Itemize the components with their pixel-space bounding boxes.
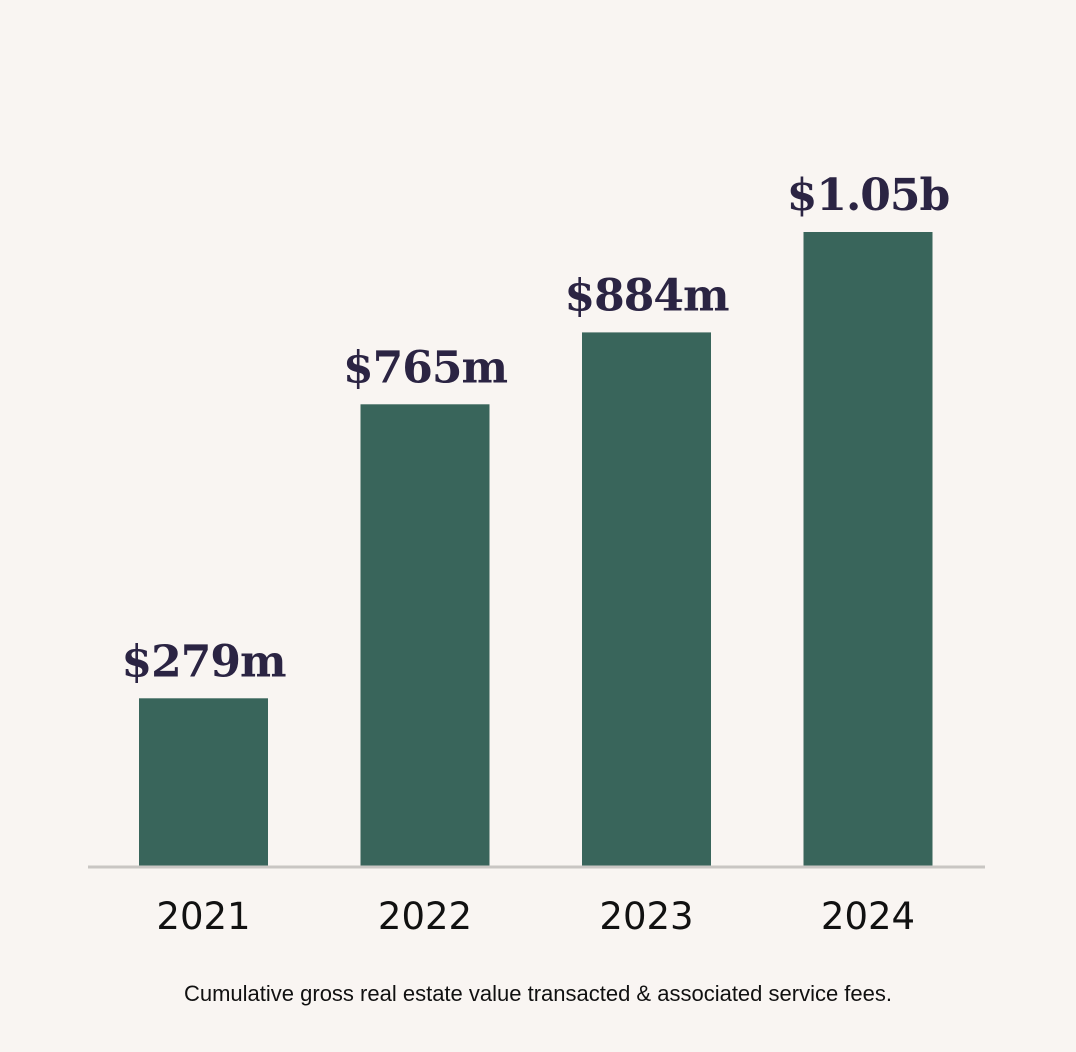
chart-caption: Cumulative gross real estate value trans… (183, 981, 893, 1006)
x-tick-label-2021: 2021 (156, 895, 250, 938)
value-label-2021: $279m (121, 636, 285, 687)
bar-2021 (139, 698, 268, 867)
x-tick-labels-layer: 2021 2022 2023 2024 (156, 895, 915, 938)
bars-layer (139, 232, 933, 867)
x-tick-label-2023: 2023 (599, 895, 693, 938)
value-label-2024: $1.05b (787, 170, 950, 221)
value-label-2023: $884m (564, 270, 728, 321)
x-tick-label-2024: 2024 (821, 895, 915, 938)
bar-2022 (360, 404, 490, 867)
bar-2023 (582, 332, 711, 867)
bar-chart: $279m $765m $884m $1.05b 2021 2022 2023 2024 (88, 170, 985, 938)
bar-2024 (803, 232, 933, 867)
value-labels-layer: $279m $765m $884m $1.05b (121, 170, 950, 687)
x-tick-label-2022: 2022 (378, 895, 472, 938)
value-label-2022: $765m (343, 342, 507, 393)
